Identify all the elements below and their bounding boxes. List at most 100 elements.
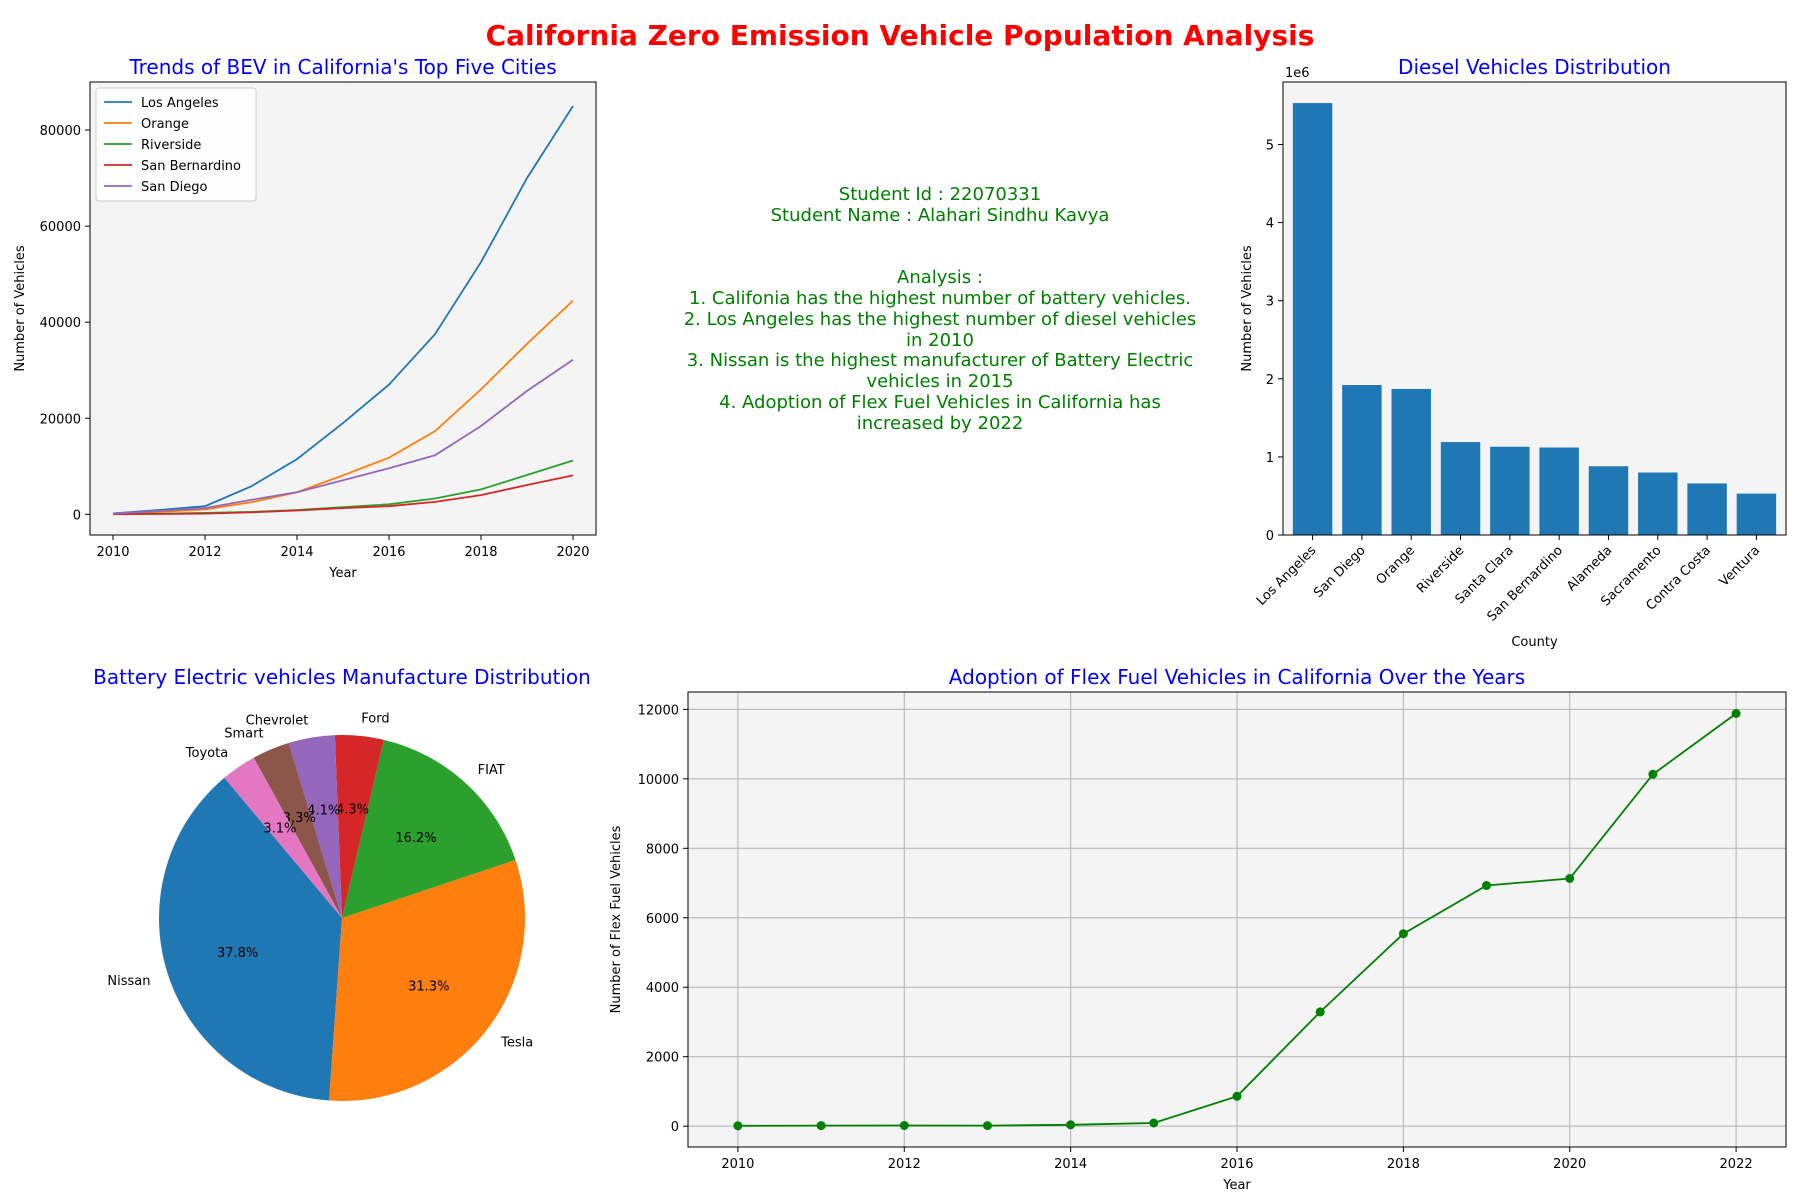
pie-pct-label: 4.1% (307, 804, 340, 819)
info-line: Student Id : 22070331 (838, 184, 1042, 205)
pie-label: Ford (361, 712, 389, 727)
x-tick-label: Los Angeles (1254, 543, 1320, 609)
info-line: 1. Califonia has the highest number of b… (689, 288, 1191, 309)
x-tick-label: 2014 (1054, 1157, 1087, 1172)
x-tick-label: 2010 (96, 545, 129, 560)
legend-label: Riverside (141, 138, 201, 153)
bar (1638, 472, 1678, 535)
x-tick-label: 2016 (372, 545, 405, 560)
figure-title: California Zero Emission Vehicle Populat… (486, 19, 1315, 52)
chart-title: Battery Electric vehicles Manufacture Di… (93, 665, 591, 689)
pie-label: Smart (224, 727, 263, 742)
data-point (1648, 769, 1658, 779)
manufacturer-pie-chart: Battery Electric vehicles Manufacture Di… (93, 665, 591, 1101)
y-tick-label: 10000 (638, 773, 679, 788)
chart-title: Adoption of Flex Fuel Vehicles in Califo… (949, 665, 1525, 689)
y-tick-label: 80000 (40, 124, 81, 139)
data-point (1482, 881, 1491, 890)
legend-box (95, 87, 257, 202)
pie-slice-tesla (329, 859, 525, 1101)
y-tick-label: 4 (1266, 217, 1274, 232)
pie-label: FIAT (478, 763, 505, 778)
y-tick-label: 2 (1266, 373, 1274, 388)
x-tick-label: Orange (1373, 543, 1418, 588)
y-axis-label: Number of Vehicles (1240, 245, 1255, 372)
x-tick-label: Riverside (1414, 543, 1467, 596)
bar (1440, 442, 1481, 535)
bar (1391, 388, 1431, 535)
data-point (733, 1121, 743, 1131)
pie-label: Chevrolet (246, 714, 309, 729)
pie-slice-fiat (342, 739, 516, 918)
data-point (899, 1121, 909, 1130)
info-line: 4. Adoption of Flex Fuel Vehicles in Cal… (719, 392, 1161, 413)
chart-title: Trends of BEV in California's Top Five C… (128, 55, 556, 79)
legend-label: Los Angeles (141, 96, 219, 111)
data-point (1149, 1118, 1159, 1128)
y-tick-label: 6000 (646, 912, 679, 927)
legend-label: San Diego (141, 180, 207, 195)
pie-slice-toyota (224, 757, 342, 918)
plot-border (687, 691, 1787, 1148)
x-tick-label: 2012 (888, 1157, 921, 1172)
pie-slice-ford (334, 734, 384, 918)
y-tick-label: 1 (1266, 451, 1274, 466)
x-tick-label: 2018 (464, 545, 497, 560)
info-line: Student Name : Alahari Sindhu Kavya (770, 204, 1110, 226)
series-line-los-angeles (112, 105, 574, 515)
x-tick-label: 2020 (556, 545, 589, 560)
y-tick-label: 2000 (646, 1051, 679, 1066)
pie-slice-smart (253, 742, 342, 918)
info-line: vehicles in 2015 (866, 371, 1014, 393)
x-tick-label: 2014 (280, 545, 313, 560)
x-tick-label: 2010 (721, 1157, 754, 1172)
bar (1292, 103, 1333, 536)
x-tick-label: 2020 (1553, 1157, 1586, 1172)
x-tick-label: 2016 (1220, 1157, 1253, 1172)
y-tick-label: 60000 (40, 220, 81, 235)
pie-pct-label: 37.8% (217, 946, 258, 961)
y-tick-label: 40000 (40, 316, 81, 331)
flex-fuel-chart: 2010 2012 2014 2016 2018 2020 2022 0 2000 4000 600… (609, 665, 1787, 1193)
plot-border (1282, 81, 1787, 536)
pie-slice-nissan (158, 777, 342, 1101)
pie-label: Tesla (500, 1035, 533, 1050)
legend-label: Orange (141, 117, 189, 132)
data-point (1315, 1007, 1325, 1017)
y-tick-label: 0 (671, 1120, 679, 1135)
pie-pct-label: 4.3% (336, 803, 369, 818)
x-tick-label: San Diego (1311, 543, 1369, 601)
y-scale-label: 1e6 (1285, 66, 1310, 81)
bar (1539, 447, 1579, 535)
info-line: 3. Nissan is the highest manufacturer of… (686, 350, 1194, 372)
y-tick-label: 20000 (40, 412, 81, 427)
info-line: 2. Los Angeles has the highest number of… (683, 308, 1197, 330)
x-tick-label: 2022 (1720, 1157, 1753, 1172)
bar (1342, 385, 1382, 535)
pie-pct-label: 3.3% (283, 811, 316, 826)
bar (1490, 446, 1530, 535)
y-tick-label: 3 (1266, 295, 1274, 310)
series-line-san-bernardino (112, 474, 574, 516)
data-point (1731, 709, 1741, 718)
y-tick-label: 5 (1266, 138, 1274, 153)
plot-border (89, 81, 597, 536)
data-point (816, 1121, 826, 1131)
data-point (983, 1121, 992, 1131)
bar (1736, 493, 1777, 535)
info-line: Analysis : (897, 267, 983, 289)
pie-pct-label: 16.2% (395, 831, 436, 846)
pie-label: Toyota (185, 746, 228, 761)
x-tick-label: Ventura (1717, 543, 1764, 590)
x-tick-label: Alameda (1564, 543, 1615, 594)
y-axis-label: Number of Flex Fuel Vehicles (609, 825, 624, 1013)
series-line-orange (112, 299, 574, 515)
bar (1588, 466, 1629, 535)
bar (1687, 483, 1727, 535)
y-tick-label: 8000 (646, 842, 679, 857)
pie-label: Nissan (107, 974, 150, 989)
y-tick-label: 0 (1266, 529, 1274, 544)
y-axis-label: Number of Vehicles (13, 245, 28, 372)
x-axis-label: County (1511, 635, 1558, 650)
